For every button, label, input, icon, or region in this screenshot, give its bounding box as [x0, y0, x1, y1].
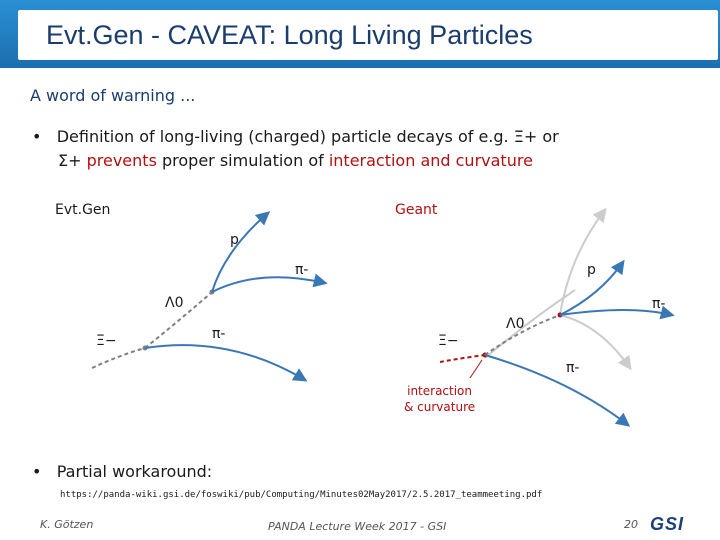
annotation-pointer [469, 359, 483, 379]
bullet-line2-start: Σ+ [58, 151, 87, 170]
geant-pi2-label: π- [566, 360, 580, 376]
geant-xi-label: Ξ− [438, 333, 459, 349]
evtgen-tracks [91, 211, 328, 382]
geant-lambda-track [484, 314, 561, 356]
workaround-link[interactable]: https://panda-wiki.gsi.de/foswiki/pub/Co… [60, 490, 543, 500]
geant-tracks [439, 207, 675, 427]
bullet-line2-mid: proper simulation of [156, 151, 329, 170]
footer-author: K. Götzen [40, 518, 94, 531]
evtgen-label: Evt.Gen [55, 202, 111, 218]
geant-label: Geant [395, 202, 438, 218]
evtgen-lambda-track [144, 291, 213, 349]
evtgen-pi2-label: π- [212, 326, 226, 342]
bullet-marker: • [32, 127, 42, 146]
intro-text: A word of warning ... [30, 86, 196, 105]
footer-event: PANDA Lecture Week 2017 - GSI [268, 520, 447, 533]
geant-xi-track [439, 354, 486, 363]
geant-p-label: p [587, 262, 596, 278]
geant-pi2-track [484, 354, 631, 427]
geant-p-track [559, 259, 625, 316]
evtgen-xi-label: Ξ− [96, 333, 117, 349]
title-panel [18, 10, 718, 60]
geant-pi1-label: π- [652, 296, 666, 312]
evtgen-xi-track [91, 347, 146, 369]
geant-pi1-track [559, 305, 675, 320]
evtgen-p-track [211, 211, 271, 293]
interaction-annotation: interaction & curvature [404, 383, 475, 415]
geant-ghost-pi-track [559, 314, 632, 371]
evtgen-pi2-track [144, 344, 308, 382]
annotation-line2: & curvature [404, 400, 476, 414]
evtgen-p-label: p [230, 232, 239, 248]
bullet-highlight-prevents: prevents [86, 151, 157, 170]
bullet-definition: • Definition of long-living (charged) pa… [32, 125, 702, 173]
evtgen-pi1-label: π- [295, 262, 309, 278]
slide-title: Evt.Gen - CAVEAT: Long Living Particles [46, 20, 533, 50]
annotation-line1: interaction [407, 384, 473, 398]
bullet-workaround-text: Partial workaround: [56, 462, 213, 481]
gsi-logo: GSI [650, 514, 685, 534]
evtgen-lambda-label: Λ0 [165, 295, 184, 311]
bullet-marker: • [32, 462, 42, 481]
bullet-line2: Σ+ prevents proper simulation of interac… [32, 149, 702, 173]
bullet-line1: Definition of long-living (charged) part… [56, 127, 559, 146]
title-bar: Evt.Gen - CAVEAT: Long Living Particles [0, 0, 720, 68]
bullet-highlight-interaction: interaction and curvature [328, 151, 533, 170]
evtgen-pi1-track [211, 273, 328, 293]
bullet-workaround: • Partial workaround: [32, 462, 212, 481]
geant-lambda-label: Λ0 [506, 316, 525, 332]
geant-ghost-p-track [559, 207, 607, 316]
geant-ghost-lambda-track [484, 289, 576, 359]
page-number: 20 [624, 518, 638, 531]
